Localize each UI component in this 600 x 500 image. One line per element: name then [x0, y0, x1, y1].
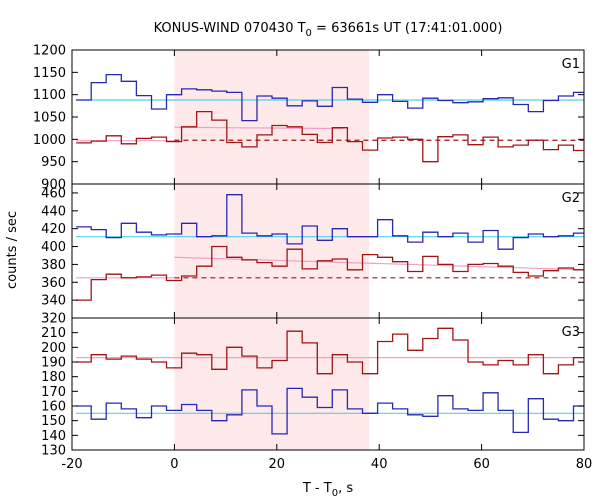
series-line-red	[76, 110, 584, 163]
y-tick-label: 200	[41, 341, 66, 356]
y-tick-label: 400	[41, 240, 66, 255]
y-tick-label: 950	[41, 155, 66, 170]
series-line-blue	[76, 73, 584, 122]
y-tick-label: 360	[41, 276, 66, 291]
chart-title: KONUS-WIND 070430 T0 = 63661s UT (17:41:…	[154, 21, 503, 39]
y-tick-label: 340	[41, 294, 66, 309]
panel-frame	[71, 317, 585, 451]
series-line-blue	[76, 194, 584, 250]
y-tick-label: 440	[41, 204, 66, 219]
y-tick-label: 210	[41, 326, 66, 341]
x-tick-label: 40	[371, 457, 388, 472]
x-axis-title: T - T0, s	[302, 481, 353, 499]
series-line-red	[76, 327, 584, 375]
y-tick-label: 380	[41, 258, 66, 273]
panel-g1: 900 950 1000 1050 1100 1150 1200 G1	[33, 44, 585, 193]
y-tick-label: 170	[41, 385, 66, 400]
x-tick-label: -20	[61, 457, 82, 472]
y-tick-label: 1000	[33, 133, 66, 148]
plot-area	[76, 194, 584, 301]
fit-line-pink-2	[174, 126, 344, 130]
y-tick-label: 460	[41, 186, 66, 201]
panel-label: G3	[562, 325, 580, 340]
y-tick-label: 1150	[33, 66, 66, 81]
x-tick-label: 0	[170, 457, 178, 472]
y-tick-label: 320	[41, 312, 66, 327]
y-tick-label: 1050	[33, 111, 66, 126]
y-tick-label: 1100	[33, 88, 66, 103]
y-tick-label: 1200	[33, 44, 66, 59]
y-tick-label: 130	[41, 444, 66, 459]
x-tick-label: 60	[473, 457, 490, 472]
series-line-blue	[76, 387, 584, 435]
shaded-interval	[174, 50, 369, 184]
panel-label: G2	[562, 191, 580, 206]
plot-area	[76, 73, 584, 163]
y-tick-label: 900	[41, 178, 66, 193]
y-tick-label: 190	[41, 356, 66, 371]
y-axis-title: counts / sec	[5, 211, 20, 289]
panel-label: G1	[562, 57, 580, 72]
y-tick-label: 420	[41, 222, 66, 237]
plot-area	[76, 327, 584, 435]
y-tick-label: 180	[41, 370, 66, 385]
series-line-red	[76, 245, 584, 301]
y-tick-label: 140	[41, 429, 66, 444]
shaded-interval	[174, 184, 369, 318]
x-tick-label: 80	[576, 457, 593, 472]
x-tick-label: 20	[269, 457, 286, 472]
panel-g2: 320 340 360 380 400 420 440 460 G2	[41, 183, 585, 327]
y-tick-label: 160	[41, 400, 66, 415]
panels-group: 900 950 1000 1050 1100 1150 1200 G1 320 340 360 380…	[33, 44, 593, 473]
y-tick-label: 150	[41, 414, 66, 429]
